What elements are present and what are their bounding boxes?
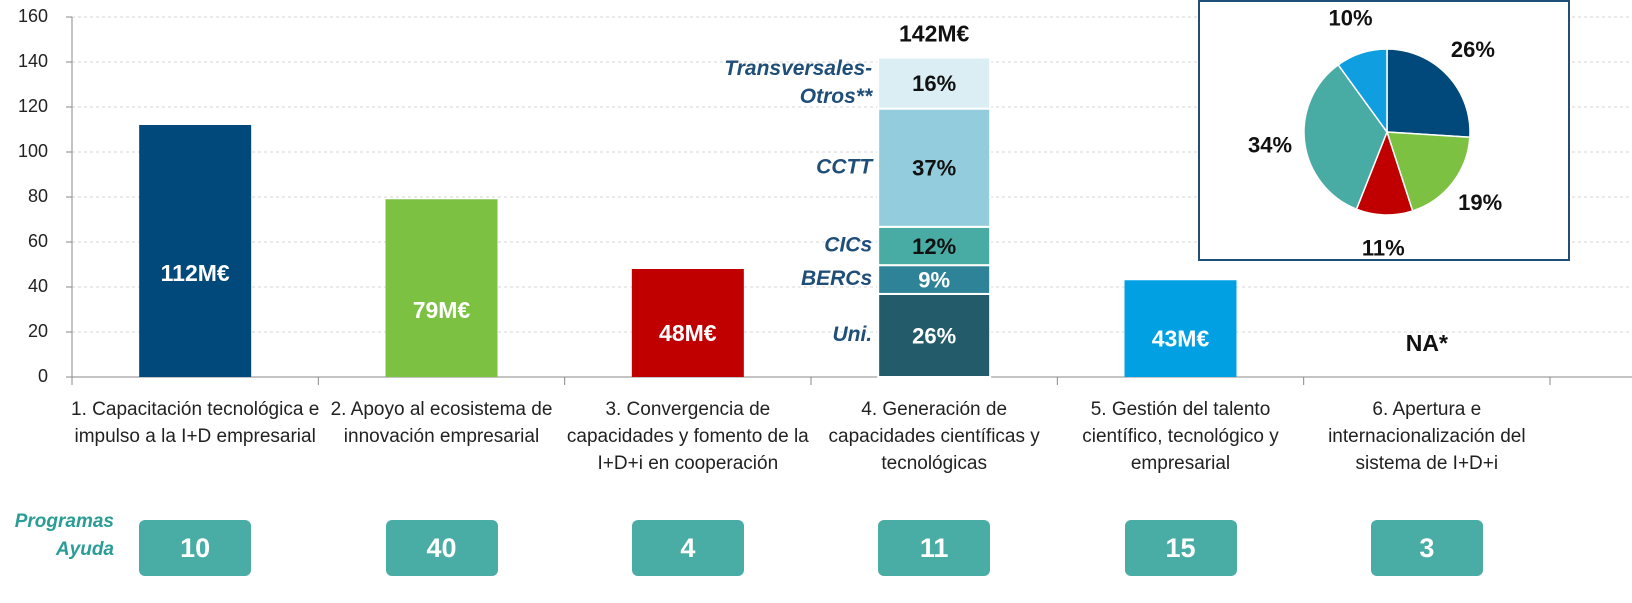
pie-label: 34% (1248, 133, 1292, 158)
value-label: 48M€ (659, 320, 717, 346)
x-tick-label: 4. Generación de capacidades científicas… (809, 396, 1059, 477)
program-count: 15 (1125, 520, 1237, 576)
page: 0 20 40 60 80 100 120 140 160 112M€ 79M€ 48M€ 26% Uni… (0, 0, 1632, 603)
programs-title: Programas Ayuda (0, 508, 114, 564)
value-label: 79M€ (413, 297, 471, 323)
x-tick-label: 5. Gestión del talento científico, tecno… (1056, 396, 1306, 477)
y-tick-label: 140 (18, 51, 48, 71)
segment-name-line: Transversales- (724, 57, 872, 80)
pie-label: 11% (1362, 236, 1405, 261)
x-tick-label: 2. Apoyo al ecosistema de innovación emp… (317, 396, 567, 450)
segment-name: Transversales- Otros** (724, 57, 873, 108)
y-tick-label: 120 (18, 96, 48, 116)
pie-label: 19% (1458, 190, 1502, 215)
pie-label: 26% (1451, 37, 1495, 62)
bar (386, 199, 498, 377)
y-tick-label: 60 (28, 231, 48, 251)
segment-name: CICs (824, 234, 872, 257)
segment-label: 26% (912, 323, 956, 348)
segment-name: Uni. (832, 323, 872, 346)
total-label: 142M€ (899, 21, 970, 47)
program-count: 4 (632, 520, 744, 576)
x-tick-label: 6. Apertura e internacionalización del s… (1302, 396, 1552, 477)
program-count: 40 (386, 520, 498, 576)
segment-label: 9% (918, 267, 950, 292)
x-tick-label: 3. Convergencia de capacidades y fomento… (563, 396, 813, 477)
segment-name: CCTT (816, 155, 874, 178)
value-label: 43M€ (1152, 326, 1210, 352)
segment-label: 12% (912, 234, 956, 259)
program-count: 3 (1371, 520, 1483, 576)
value-label: 112M€ (161, 260, 230, 286)
y-tick-label: 20 (28, 321, 48, 341)
pie-label: 10% (1329, 6, 1373, 31)
program-count: 10 (139, 520, 251, 576)
value-label: NA* (1406, 330, 1448, 356)
segment-name-line: Otros** (800, 85, 873, 108)
y-tick-label: 0 (38, 366, 48, 386)
segment-label: 16% (912, 71, 956, 96)
y-tick-label: 160 (18, 6, 48, 26)
program-count: 11 (878, 520, 990, 576)
y-tick-label: 100 (18, 141, 48, 161)
segment-name: BERCs (801, 267, 872, 290)
segment-label: 37% (912, 156, 956, 181)
y-tick-label: 40 (28, 276, 48, 296)
y-tick-label: 80 (28, 186, 48, 206)
x-tick-label: 1. Capacitación tecnológica e impulso a … (70, 396, 320, 450)
bar (139, 125, 251, 377)
chart: 0 20 40 60 80 100 120 140 160 112M€ 79M€ 48M€ 26% Uni… (0, 0, 1632, 603)
